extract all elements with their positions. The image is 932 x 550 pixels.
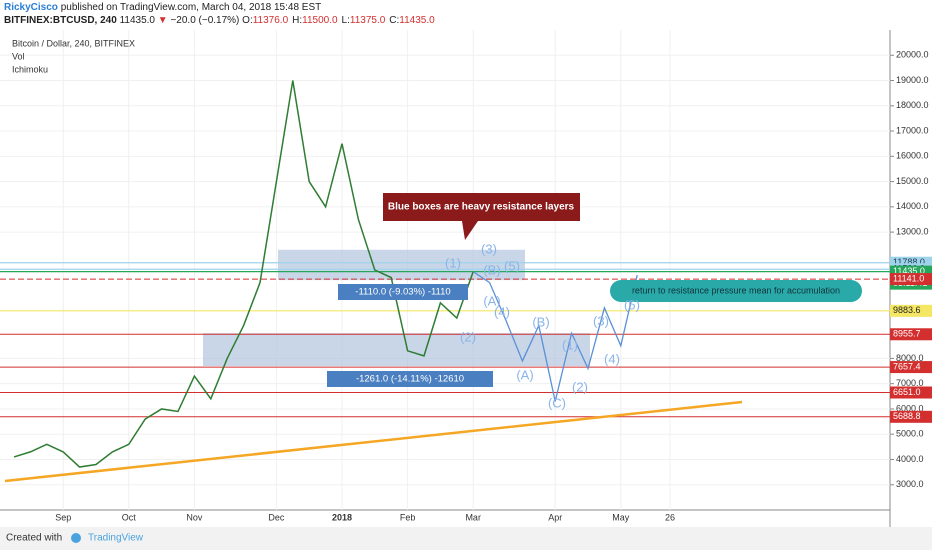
wave-label: (2) <box>460 329 476 344</box>
ohlc-key: O: <box>242 15 253 26</box>
footer-created: Created with <box>6 533 62 544</box>
y-tick-label: 18000.0 <box>896 100 929 110</box>
header-line: RickyCisco published on TradingView.com,… <box>4 2 321 13</box>
wave-label: (1) <box>445 255 461 270</box>
y-tick-label: 20000.0 <box>896 50 929 60</box>
wave-label: (5) <box>504 258 520 273</box>
footer-bar <box>0 527 932 550</box>
y-tick-label: 7000.0 <box>896 378 924 388</box>
y-tick-label: 8000.0 <box>896 353 924 363</box>
note-box <box>610 280 862 302</box>
price-label: 9883.6 <box>893 305 921 315</box>
ohlc-key: H: <box>292 15 303 26</box>
legend-title: Bitcoin / Dollar, 240, BITFINEX <box>12 38 135 48</box>
price-label: 11141.0 <box>893 273 924 283</box>
x-tick-label: 2018 <box>332 512 352 522</box>
y-tick-label: 5000.0 <box>896 429 924 439</box>
price-label: 5688.8 <box>893 411 921 421</box>
legend-ichimoku: Ichimoku <box>12 64 48 74</box>
wave-label: (3) <box>481 241 497 256</box>
y-tick-label: 15000.0 <box>896 176 929 186</box>
note-text: return to resistance pressure mean for a… <box>632 285 840 295</box>
price-label-box <box>890 304 932 317</box>
wave-label: (A) <box>516 367 533 382</box>
price-label-box <box>890 386 932 399</box>
ohlc-value: 11435.0 <box>399 15 435 26</box>
callout-text: Blue boxes are heavy resistance layers <box>388 202 575 213</box>
y-tick-label: 17000.0 <box>896 125 929 135</box>
legend-vol: Vol <box>12 51 25 61</box>
x-tick-label: May <box>612 512 630 522</box>
ohlc-value: 11500.0 <box>302 15 338 26</box>
ohlc-key: L: <box>341 15 350 26</box>
symbol-line: BITFINEX:BTCUSD, 240 11435.0 ▼ −20.0 (−0… <box>4 15 439 26</box>
trend-line <box>4 400 743 483</box>
x-tick-label: Feb <box>400 512 416 522</box>
y-tick-label: 19000.0 <box>896 75 929 85</box>
wave-label: (A) <box>483 293 500 308</box>
y-tick-label: 14000.0 <box>896 201 929 211</box>
price-label: 11788.0 <box>893 257 925 267</box>
callout-box <box>383 193 580 240</box>
published: published on TradingView.com, March 04, … <box>60 2 322 13</box>
resistance-box <box>278 249 525 281</box>
last-price: 11435.0 <box>119 15 155 26</box>
resistance-box <box>203 333 590 366</box>
y-tick-label: 13000.0 <box>896 226 929 236</box>
wave-label: (B) <box>483 262 500 277</box>
wave-label: (4) <box>604 351 620 366</box>
wave-label: (1) <box>562 337 578 352</box>
price-label-box <box>890 328 932 341</box>
ohlc-value: 11375.0 <box>349 15 386 26</box>
x-tick-label: Mar <box>465 512 481 522</box>
y-tick-label: 6000.0 <box>896 403 924 413</box>
x-tick-label: Apr <box>548 512 562 522</box>
footer-logo <box>71 533 81 543</box>
author[interactable]: RickyCisco <box>4 2 58 13</box>
price-label: 6651.0 <box>893 387 921 397</box>
measure-text: -1110.0 (-9.03%) -1110 <box>355 287 450 298</box>
ohlc: O:11376.0 H:11500.0 L:11375.0 C:11435.0 <box>242 15 439 26</box>
ohlc-key: C: <box>389 15 400 26</box>
y-tick-label: 16000.0 <box>896 151 929 161</box>
x-tick-label: Sep <box>55 512 71 522</box>
x-tick-label: Oct <box>122 512 137 522</box>
price-line <box>13 80 474 468</box>
wave-label: (4) <box>494 304 510 319</box>
price-label-box <box>890 273 932 286</box>
wave-label: (2) <box>572 379 588 394</box>
wave-label: (C) <box>548 395 566 410</box>
footer-brand[interactable]: TradingView <box>88 533 144 544</box>
measure-text: -1261.0 (-14.11%) -12610 <box>356 374 464 385</box>
x-tick-label: 26 <box>665 512 675 522</box>
price-label-box <box>890 361 932 374</box>
wave-label: (5) <box>624 297 640 312</box>
arrow: ▼ <box>157 15 168 26</box>
wave-label: (3) <box>593 313 609 328</box>
x-tick-label: Dec <box>268 512 285 522</box>
ohlc-value: 11376.0 <box>252 15 289 26</box>
symbol: BITFINEX:BTCUSD, 240 <box>4 15 117 26</box>
projection-line <box>472 271 638 402</box>
x-tick-label: Nov <box>186 512 203 522</box>
y-tick-label: 4000.0 <box>896 454 924 464</box>
measure-box <box>338 284 468 300</box>
change: −20.0 (−0.17%) <box>170 15 240 26</box>
measure-box <box>327 371 493 387</box>
price-label-box <box>890 410 932 423</box>
price-label: 7657.4 <box>893 361 921 371</box>
y-tick-label: 3000.0 <box>896 479 924 489</box>
wave-label: (B) <box>532 314 549 329</box>
price-label: 8955.7 <box>893 329 921 339</box>
price-label: 11435.0 <box>893 266 925 276</box>
